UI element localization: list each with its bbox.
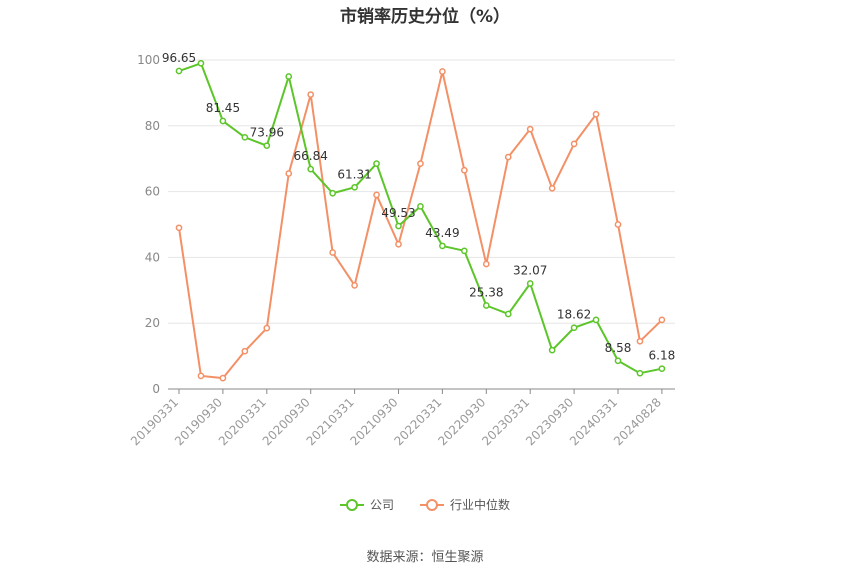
- company-point: [307, 165, 315, 173]
- company-point: [504, 310, 512, 318]
- company-point: [417, 203, 424, 210]
- industry-point: [285, 170, 293, 177]
- industry-point: [658, 316, 666, 324]
- legend-marker-company-icon: [339, 498, 364, 511]
- company-point: [351, 183, 358, 191]
- industry-point: [373, 191, 380, 199]
- company-point: [219, 117, 227, 125]
- industry-point: [439, 68, 446, 75]
- data-label: 8.58: [605, 341, 632, 355]
- company-point: [285, 73, 293, 80]
- company-point: [395, 222, 402, 230]
- company-point: [570, 324, 578, 332]
- company-series-line: [178, 62, 663, 375]
- company-point: [175, 67, 183, 75]
- industry-point: [241, 347, 249, 355]
- legend-label-company: 公司: [369, 498, 394, 512]
- legend: 公司 行业中位数: [0, 496, 850, 513]
- industry-point: [548, 184, 556, 192]
- industry-point: [592, 110, 600, 118]
- company-point: [439, 242, 446, 250]
- data-label: 81.45: [206, 101, 240, 115]
- chart-title: 市销率历史分位（%）: [339, 7, 511, 27]
- company-point: [197, 59, 205, 67]
- y-tick-label: 40: [145, 250, 160, 264]
- legend-label-industry: 行业中位数: [450, 498, 511, 512]
- data-label: 61.31: [337, 167, 371, 181]
- y-tick-label: 20: [145, 316, 160, 330]
- company-point: [241, 133, 249, 141]
- industry-point: [351, 282, 358, 289]
- legend-item-industry[interactable]: 行业中位数: [420, 496, 510, 513]
- legend-item-company[interactable]: 公司: [339, 496, 394, 513]
- company-point: [658, 365, 666, 373]
- industry-point: [219, 374, 227, 382]
- industry-point: [175, 224, 183, 232]
- company-point: [548, 346, 556, 354]
- industry-point: [461, 166, 468, 174]
- company-point: [329, 189, 336, 197]
- industry-point: [614, 221, 622, 228]
- data-label: 32.07: [513, 263, 547, 277]
- industry-point: [526, 125, 534, 133]
- x-tick-label: 20240828: [611, 395, 664, 448]
- industry-point: [482, 260, 490, 268]
- data-label: 49.53: [381, 206, 415, 220]
- company-point: [526, 280, 534, 287]
- industry-point: [570, 140, 578, 148]
- industry-point: [417, 160, 424, 167]
- industry-point: [197, 372, 205, 380]
- legend-marker-industry-icon: [420, 498, 444, 511]
- company-point: [614, 357, 622, 365]
- data-label: 73.96: [250, 126, 284, 140]
- industry-point: [263, 324, 271, 332]
- industry-series-line: [178, 70, 663, 380]
- company-point: [461, 247, 468, 255]
- industry-point: [307, 91, 315, 98]
- industry-point: [636, 337, 644, 345]
- industry-point: [395, 240, 402, 248]
- company-point: [263, 142, 271, 150]
- y-tick-label: 80: [145, 119, 160, 133]
- company-point: [592, 316, 600, 324]
- y-tick-label: 0: [152, 382, 160, 396]
- company-point: [482, 302, 490, 309]
- data-label: 6.18: [649, 349, 676, 363]
- industry-point: [504, 153, 512, 161]
- data-source: 数据来源：恒生聚源: [366, 550, 484, 565]
- y-tick-label: 100: [137, 53, 160, 67]
- y-tick-label: 60: [145, 185, 160, 199]
- company-point: [373, 160, 380, 167]
- data-label: 43.49: [425, 226, 459, 240]
- data-label: 66.84: [294, 149, 328, 163]
- data-label: 25.38: [469, 285, 503, 299]
- company-point: [636, 369, 644, 377]
- data-label: 18.62: [557, 308, 591, 322]
- industry-point: [329, 249, 336, 256]
- data-label: 96.65: [162, 51, 196, 65]
